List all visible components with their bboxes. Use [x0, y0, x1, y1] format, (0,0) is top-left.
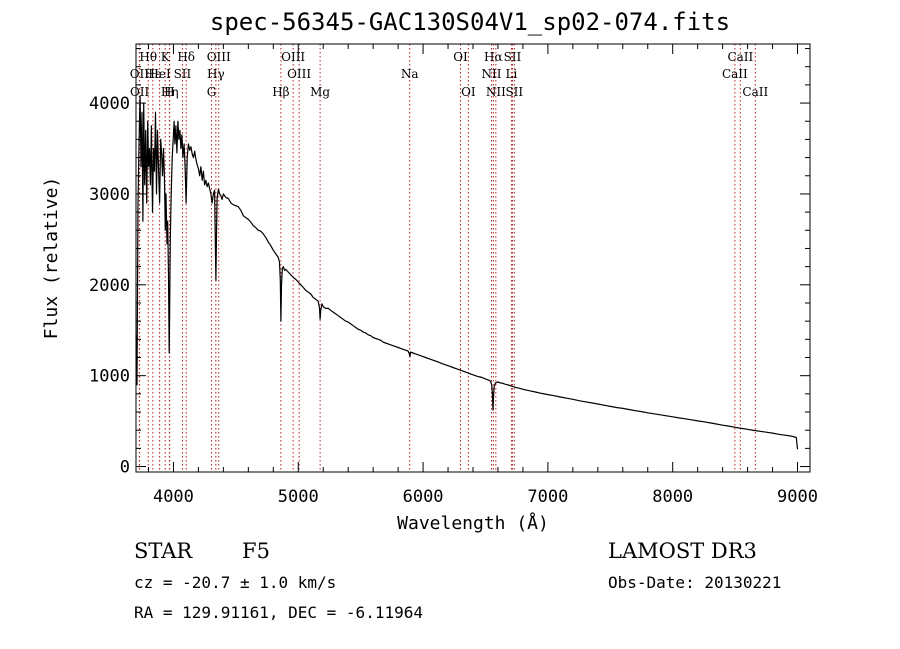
line-label-25: OI — [461, 85, 476, 99]
line-label-28: CaII — [742, 85, 768, 99]
line-label-18: CaII — [722, 67, 748, 81]
line-label-1: K — [161, 50, 171, 64]
line-label-12: SII — [174, 67, 192, 81]
y-tick-label-1: 1000 — [89, 367, 130, 387]
x-tick-label-5: 9000 — [777, 487, 818, 507]
survey-name: LAMOST DR3 — [608, 539, 757, 563]
line-label-13: Hγ — [207, 67, 225, 81]
y-tick-label-4: 4000 — [89, 94, 130, 114]
line-label-27: SII — [505, 85, 523, 99]
line-label-14: OIII — [287, 67, 311, 81]
x-tick-label-1: 5000 — [278, 487, 319, 507]
line-label-22: G — [207, 85, 217, 99]
line-label-6: Hα — [484, 50, 503, 64]
object-class: STAR — [134, 539, 193, 563]
line-label-26: NII — [486, 85, 506, 99]
observation-date: Obs-Date: 20130221 — [608, 573, 782, 592]
chart-title: spec-56345-GAC130S04V1_sp02-074.fits — [209, 8, 731, 36]
plot-frame — [135, 43, 811, 473]
series-line-flux — [135, 95, 799, 450]
line-label-24: Mg — [310, 85, 330, 99]
line-label-10: Hε — [145, 67, 162, 81]
x-tick-label-2: 6000 — [403, 487, 444, 507]
line-label-0: Hθ — [139, 50, 157, 64]
line-label-19: OII — [130, 85, 150, 99]
coordinates-readout: RA = 129.91161, DEC = -6.11964 — [134, 603, 423, 622]
line-label-15: Na — [401, 67, 419, 81]
line-label-5: OI — [453, 50, 468, 64]
x-tick-label-3: 7000 — [527, 487, 568, 507]
line-label-17: Li — [506, 67, 518, 81]
line-label-4: OIII — [281, 50, 305, 64]
line-label-23: Hβ — [272, 85, 289, 99]
line-label-7: SII — [504, 50, 522, 64]
redshift-readout: cz = -20.7 ± 1.0 km/s — [134, 573, 337, 592]
x-axis-label: Wavelength (Å) — [397, 512, 549, 534]
y-tick-label-0: 0 — [120, 458, 130, 478]
object-subclass: F5 — [242, 539, 270, 563]
x-tick-label-0: 4000 — [153, 487, 194, 507]
y-tick-label-3: 3000 — [89, 185, 130, 205]
line-label-20: Hη — [161, 85, 179, 99]
line-label-2: Hδ — [177, 50, 195, 64]
y-axis-label: Flux (relative) — [41, 177, 62, 340]
line-label-21: H — [164, 85, 174, 99]
line-label-11: HeI — [148, 67, 171, 81]
line-label-3: OIII — [207, 50, 231, 64]
line-label-9: OII — [130, 67, 150, 81]
x-tick-label-4: 8000 — [652, 487, 693, 507]
line-label-8: CaII — [727, 50, 753, 64]
line-label-16: NII — [481, 67, 501, 81]
y-tick-label-2: 2000 — [89, 276, 130, 296]
